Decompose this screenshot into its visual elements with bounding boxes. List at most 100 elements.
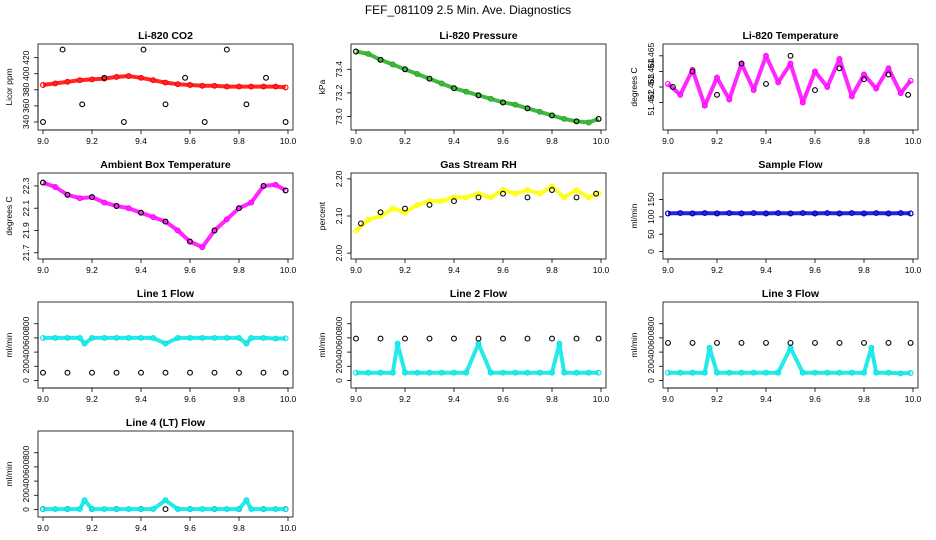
- data-point: [536, 369, 543, 376]
- data-point: [402, 205, 408, 212]
- data-point: [907, 339, 914, 346]
- y-tick-label: 600: [334, 331, 344, 345]
- data-point: [451, 335, 457, 342]
- data-point: [223, 506, 230, 513]
- data-point: [101, 74, 108, 81]
- data-point: [873, 369, 880, 376]
- data-point: [282, 506, 289, 513]
- data-point: [763, 339, 769, 346]
- data-point: [549, 112, 555, 119]
- data-point: [187, 334, 193, 341]
- y-tick-label: 73.0: [334, 108, 344, 125]
- data-point: [162, 340, 169, 347]
- x-tick-label: 10.0: [593, 265, 610, 275]
- data-point: [59, 46, 66, 53]
- data-point: [512, 369, 519, 376]
- series-average: [353, 183, 602, 234]
- data-point: [487, 369, 494, 376]
- data-point: [585, 369, 592, 376]
- y-tick-label: 51.462: [646, 89, 656, 115]
- series-trace: [666, 53, 913, 108]
- data-point: [150, 77, 157, 84]
- data-point: [150, 214, 157, 221]
- data-point: [726, 96, 733, 103]
- data-point: [775, 79, 782, 86]
- data-point: [162, 369, 169, 376]
- data-point: [236, 83, 242, 90]
- data-point: [549, 335, 555, 342]
- x-tick-label: 9.2: [399, 265, 411, 275]
- y-tick-label: 800: [334, 316, 344, 330]
- data-point: [451, 198, 457, 205]
- data-point: [162, 218, 169, 225]
- data-point: [199, 82, 206, 89]
- x-tick-label: 9.4: [448, 394, 460, 404]
- data-point: [125, 334, 132, 341]
- chart-title: Li-820 Pressure: [439, 30, 517, 42]
- x-tick-label: 9.8: [233, 523, 245, 533]
- data-point: [836, 210, 843, 217]
- x-axis: 9.0 9.2 9.4 9.6 9.8 10.0: [662, 129, 922, 146]
- data-point: [236, 334, 242, 341]
- data-point: [475, 190, 482, 197]
- data-point: [113, 334, 120, 341]
- data-point: [150, 506, 157, 513]
- data-point: [377, 335, 384, 342]
- data-point: [873, 85, 880, 92]
- data-point: [389, 61, 396, 68]
- data-point: [76, 334, 83, 341]
- data-point: [199, 506, 206, 513]
- data-point: [573, 194, 580, 201]
- chart-title: Line 1 Flow: [137, 288, 195, 300]
- x-tick-label: 9.6: [497, 136, 509, 146]
- data-point: [76, 77, 83, 84]
- data-point: [848, 210, 855, 217]
- series-average: [665, 210, 914, 217]
- data-point: [812, 87, 818, 94]
- data-point: [52, 80, 59, 87]
- series-diagnostic: [357, 187, 600, 227]
- data-point: [414, 201, 421, 208]
- data-point: [775, 369, 782, 376]
- data-point: [243, 340, 250, 347]
- chart-title: Line 2 Flow: [450, 288, 508, 300]
- x-tick-label: 9.8: [233, 136, 245, 146]
- y-axis: 2.00 2.10 2.20: [334, 170, 352, 261]
- x-axis: 9.0 9.2 9.4 9.6 9.8 10.0: [662, 387, 922, 404]
- data-point: [475, 92, 482, 99]
- data-point: [174, 334, 181, 341]
- data-point: [897, 90, 904, 97]
- data-point: [64, 369, 71, 376]
- data-point: [536, 108, 543, 115]
- data-point: [512, 190, 519, 197]
- data-point: [677, 369, 684, 376]
- data-point: [836, 65, 843, 72]
- data-point: [182, 74, 189, 81]
- y-tick-label: 420: [21, 50, 31, 64]
- data-point: [101, 506, 108, 513]
- data-point: [885, 71, 892, 78]
- x-tick-label: 10.0: [280, 265, 297, 275]
- data-point: [750, 369, 757, 376]
- y-tick-label: 51.465: [646, 43, 656, 69]
- data-point: [211, 506, 218, 513]
- data-point: [272, 181, 279, 188]
- figure-title: FEF_081109 2.5 Min. Ave. Diagnostics: [365, 3, 571, 17]
- x-tick-label: 9.0: [37, 523, 49, 533]
- data-point: [549, 183, 555, 190]
- data-point: [162, 497, 169, 504]
- data-point: [282, 119, 289, 125]
- data-point: [848, 93, 855, 100]
- y-axis: 340 360 380 400 420: [21, 50, 39, 129]
- data-point: [812, 68, 818, 75]
- data-point: [524, 194, 531, 201]
- data-point: [389, 369, 396, 376]
- data-point: [885, 210, 892, 217]
- y-tick-label: 200: [334, 359, 344, 373]
- data-point: [861, 339, 867, 346]
- series-average: [40, 497, 289, 513]
- data-point: [775, 210, 782, 217]
- data-point: [451, 85, 457, 92]
- data-point: [365, 216, 372, 223]
- chart-panel-2: Li-820 Pressure kPa 9.0 9.2 9.4 9.6 9.8 10.0 73.…: [317, 30, 610, 146]
